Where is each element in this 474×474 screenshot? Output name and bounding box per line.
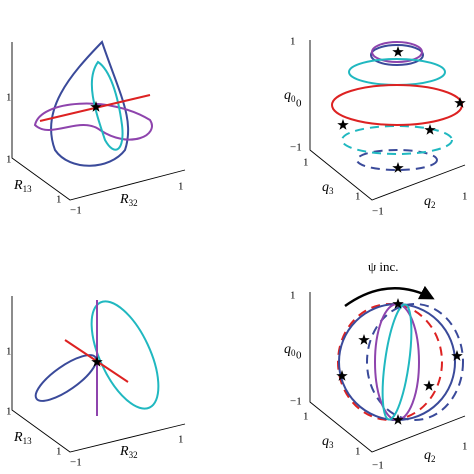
panel-bottom-right: ψ inc. 1 0 −1 1 1 −1 1 q0 q3 q2 (284, 259, 468, 472)
curve (34, 354, 98, 402)
tick: −1 (372, 460, 384, 472)
tick: 1 (355, 446, 361, 458)
tick: 1 (290, 290, 296, 302)
marker (358, 334, 370, 345)
marker (392, 46, 404, 57)
axis-label: q3 (322, 434, 334, 450)
curve (90, 60, 124, 151)
panel-bottom-left: 1 1 1 −1 1 R13 R32 (6, 296, 186, 469)
axes (309, 292, 466, 453)
axes (11, 42, 186, 201)
curve (371, 41, 423, 63)
axis-label: R13 (13, 178, 32, 194)
panel-top-right: 1 0 −1 1 1 −1 1 q0 q3 q2 (284, 36, 468, 218)
tick: 1 (303, 157, 309, 169)
annotation: ψ inc. (368, 259, 399, 274)
curve (337, 303, 443, 421)
curve (33, 102, 153, 141)
marker (451, 350, 463, 361)
tick: 1 (355, 191, 361, 203)
axis-label: R32 (119, 192, 138, 208)
axis-label: R32 (119, 444, 138, 460)
axis-label: q0 (284, 342, 296, 358)
tick: −1 (70, 457, 82, 469)
tick: 1 (6, 154, 12, 166)
curve (374, 303, 420, 421)
axes (309, 40, 466, 201)
tick: 1 (290, 36, 296, 48)
panel-top-left: 1 1 1 −1 1 R13 R32 (6, 40, 186, 217)
axis-label: q2 (424, 448, 436, 464)
tick: 1 (6, 92, 12, 104)
axes (11, 296, 186, 453)
tick: 1 (178, 434, 184, 446)
tick: −1 (372, 206, 384, 218)
arrow (344, 285, 435, 308)
curve (381, 303, 413, 421)
curve (331, 84, 463, 126)
marker (454, 97, 466, 108)
curve (366, 303, 464, 421)
marker (424, 124, 436, 135)
curve (338, 303, 456, 421)
tick: 1 (178, 181, 184, 193)
curve (341, 125, 453, 155)
axis-label: q2 (424, 194, 436, 210)
tick: 1 (56, 194, 62, 206)
tick: −1 (70, 205, 82, 217)
tick: 1 (462, 191, 468, 203)
marker (392, 162, 404, 173)
tick: 0 (296, 350, 302, 362)
axis-label: q0 (284, 88, 296, 104)
curve (356, 149, 438, 171)
axis-label: q3 (322, 180, 334, 196)
marker (423, 380, 435, 391)
tick: 1 (303, 411, 309, 423)
tick: 1 (6, 406, 12, 418)
tick: −1 (290, 142, 302, 154)
tick: 1 (462, 441, 468, 453)
tick: −1 (290, 396, 302, 408)
tick: 1 (56, 446, 62, 458)
marker (337, 119, 349, 130)
curve (370, 44, 424, 66)
curve (50, 40, 130, 167)
tick: 1 (6, 346, 12, 358)
tick: 0 (296, 98, 302, 110)
axis-label: R13 (13, 430, 32, 446)
